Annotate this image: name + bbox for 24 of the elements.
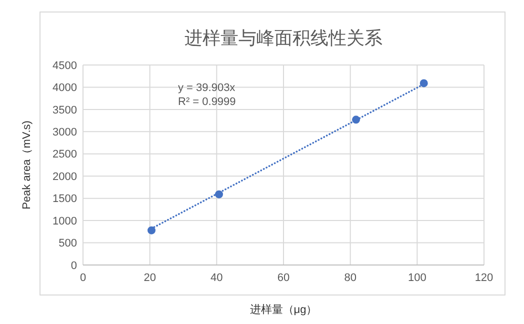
x-tick-label: 20 [144, 272, 156, 284]
annotation: y = 39.903x [178, 82, 236, 94]
y-tick-label: 0 [70, 260, 77, 272]
y-tick-label: 3500 [52, 104, 77, 116]
x-tick-label: 120 [474, 272, 494, 284]
x-axis-title: 进样量（μg） [250, 303, 318, 316]
y-axis-title: Peak area（mV.s) [21, 120, 33, 210]
chart-title: 进样量与峰面积线性关系 [184, 28, 382, 48]
annotation: R² = 0.9999 [178, 96, 236, 108]
x-tick-label: 80 [344, 272, 356, 284]
y-tick-label: 4500 [52, 60, 77, 72]
x-tick-label: 100 [408, 272, 426, 284]
y-tick-label: 4000 [52, 82, 77, 94]
point [148, 226, 156, 234]
x-tick-label: 60 [277, 272, 290, 284]
y-tick-label: 1500 [52, 193, 77, 206]
x-tick-label: 40 [210, 272, 223, 284]
y-tick-label: 500 [58, 238, 77, 250]
x-tick-label: 0 [80, 272, 86, 284]
y-tick-label: 1000 [52, 215, 77, 228]
y-tick-label: 3000 [52, 126, 77, 139]
y-tick-label: 2000 [52, 170, 77, 183]
y-tick-label: 2500 [52, 148, 77, 161]
point [420, 79, 428, 88]
